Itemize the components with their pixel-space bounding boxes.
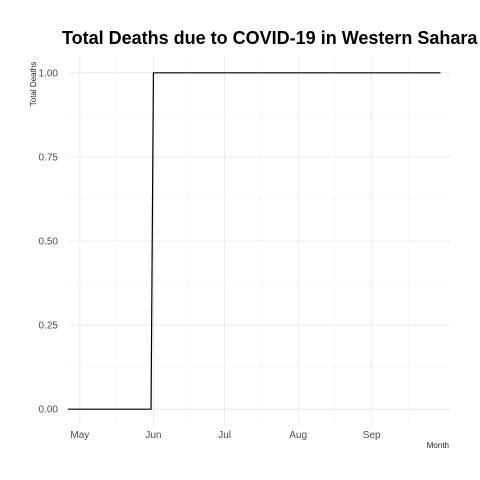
- y-tick-label: 0.00: [39, 405, 59, 416]
- x-tick-label: Jul: [218, 430, 231, 441]
- y-tick-label: 0.50: [39, 237, 59, 248]
- y-axis-label: Total Deaths: [29, 62, 38, 106]
- major-grid: [68, 56, 450, 426]
- x-tick-label: Sep: [363, 430, 381, 441]
- x-tick-label: Jun: [145, 430, 161, 441]
- y-tick-label: 0.75: [39, 152, 59, 163]
- y-tick-label: 1.00: [39, 68, 59, 79]
- x-tick-label: Aug: [289, 430, 307, 441]
- y-tick-label: 0.25: [39, 321, 59, 332]
- x-tick-label: May: [70, 430, 89, 441]
- series-layer: [68, 72, 441, 410]
- series-line: [68, 72, 441, 410]
- x-axis-ticks: May Jun Jul Aug Sep: [70, 430, 381, 441]
- y-axis-ticks: 0.00 0.25 0.50 0.75 1.00: [39, 68, 59, 415]
- chart-title: Total Deaths due to COVID-19 in Western …: [62, 28, 478, 48]
- x-axis-label: Month: [427, 441, 449, 450]
